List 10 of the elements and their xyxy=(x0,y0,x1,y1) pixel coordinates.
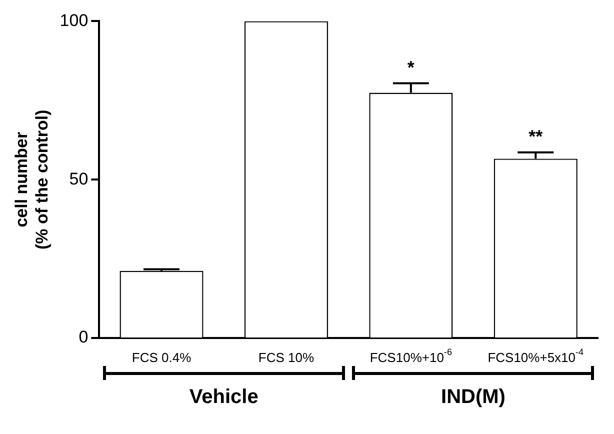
annotation: * xyxy=(407,57,414,78)
y-axis-title: cell number (% of the control) xyxy=(12,110,52,250)
annotation: ** xyxy=(528,126,543,146)
text: IND(M) xyxy=(440,386,506,409)
y-tick-label: 100 xyxy=(60,10,88,30)
y-tick-label: 0 xyxy=(78,328,88,347)
y-tick-label: 50 xyxy=(69,169,88,188)
x-tick-label: FCS 0.4% xyxy=(132,350,192,366)
text: Vehicle xyxy=(188,386,260,409)
x-tick-label: FCS 10% xyxy=(258,350,314,366)
